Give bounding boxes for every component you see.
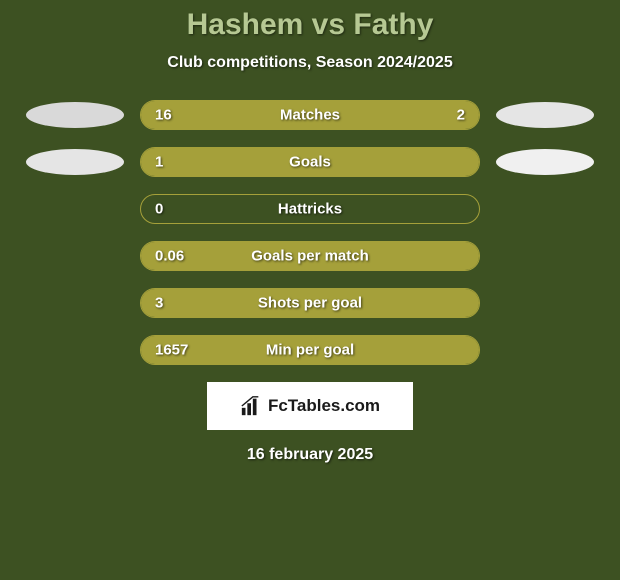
player-shape-right xyxy=(496,149,594,175)
stat-value-left: 0 xyxy=(155,201,163,218)
bar-fill-right xyxy=(411,101,479,129)
stat-label: Shots per goal xyxy=(258,295,362,312)
stat-value-left: 1657 xyxy=(155,342,188,359)
stat-bar: 1657 Min per goal xyxy=(140,335,480,365)
subtitle: Club competitions, Season 2024/2025 xyxy=(0,54,620,72)
player-shape-left xyxy=(26,149,124,175)
stat-row: 0 Hattricks xyxy=(0,194,620,224)
stat-row: 1657 Min per goal xyxy=(0,335,620,365)
page-title: Hashem vs Fathy xyxy=(0,8,620,42)
stat-row: 1 Goals xyxy=(0,147,620,177)
player-shape-left xyxy=(26,102,124,128)
stat-row: 16 Matches 2 xyxy=(0,100,620,130)
stat-bar: 3 Shots per goal xyxy=(140,288,480,318)
stat-value-left: 3 xyxy=(155,295,163,312)
comparison-infographic: Hashem vs Fathy Club competitions, Seaso… xyxy=(0,0,620,580)
stat-label: Goals per match xyxy=(251,248,369,265)
logo-text: FcTables.com xyxy=(268,396,380,416)
stat-label: Matches xyxy=(280,107,340,124)
date-label: 16 february 2025 xyxy=(0,446,620,464)
stat-row: 0.06 Goals per match xyxy=(0,241,620,271)
stat-label: Hattricks xyxy=(278,201,342,218)
stats-area: 16 Matches 2 1 Goals 0 Hattricks 0.06 Goals per … xyxy=(0,100,620,365)
stat-label: Goals xyxy=(289,154,331,171)
stat-value-left: 0.06 xyxy=(155,248,184,265)
stat-label: Min per goal xyxy=(266,342,354,359)
stat-value-left: 1 xyxy=(155,154,163,171)
stat-bar: 0.06 Goals per match xyxy=(140,241,480,271)
player-shape-right xyxy=(496,102,594,128)
bar-fill-left xyxy=(141,101,411,129)
logo-box: FcTables.com xyxy=(207,382,413,430)
stat-row: 3 Shots per goal xyxy=(0,288,620,318)
stat-value-right: 2 xyxy=(457,107,465,124)
stat-bar: 16 Matches 2 xyxy=(140,100,480,130)
chart-icon xyxy=(240,395,262,417)
stat-bar: 0 Hattricks xyxy=(140,194,480,224)
stat-bar: 1 Goals xyxy=(140,147,480,177)
stat-value-left: 16 xyxy=(155,107,172,124)
